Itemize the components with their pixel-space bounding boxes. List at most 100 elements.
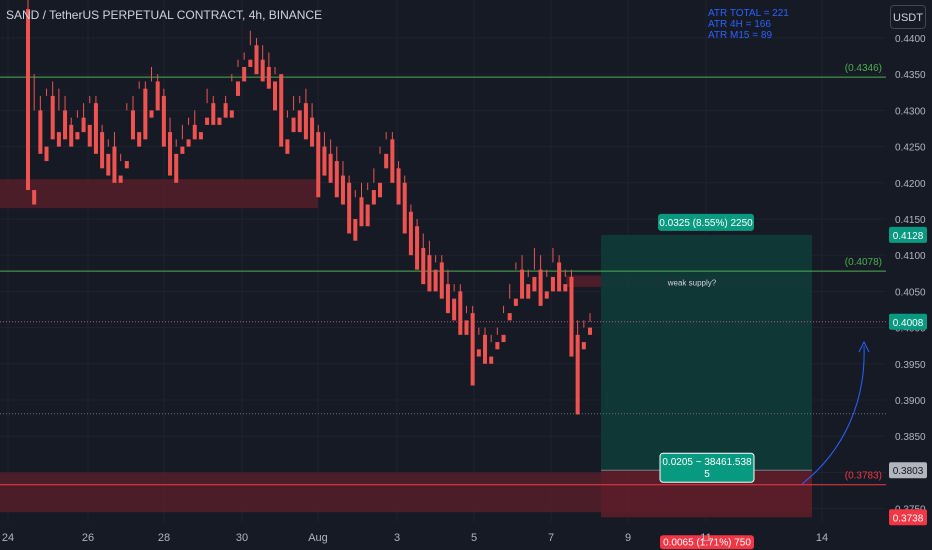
time-axis[interactable]: 24 26 28 30 Aug 3 5 7 9 11 14 <box>2 532 828 544</box>
candle-body <box>390 139 395 183</box>
x-tick-label: 30 <box>236 532 248 544</box>
candle-body <box>563 284 568 292</box>
candle-body <box>211 103 216 125</box>
candle <box>359 182 364 227</box>
stop-label-box <box>660 535 754 550</box>
candle-body <box>557 262 562 292</box>
candle <box>532 247 537 292</box>
candle-body <box>470 313 475 386</box>
candle-body <box>69 124 74 147</box>
candle-body <box>483 334 488 364</box>
candle <box>25 0 31 191</box>
candle <box>452 284 457 321</box>
candle <box>347 175 352 234</box>
candle-body <box>328 153 333 183</box>
candle-body <box>235 81 240 96</box>
y-tick-label: 0.3950 <box>895 360 926 371</box>
candle <box>538 255 543 306</box>
currency-button[interactable]: USDT <box>890 5 926 29</box>
y-tick-label: 0.4200 <box>895 179 926 190</box>
candle-body <box>106 153 111 176</box>
candle-body <box>402 182 407 234</box>
candle-body <box>242 66 247 82</box>
candle <box>328 139 333 183</box>
candle-body <box>310 117 315 147</box>
candle-body <box>56 132 61 147</box>
candle <box>198 132 203 140</box>
entry-label-line2: 5 <box>704 469 710 480</box>
candle <box>433 255 438 292</box>
candle <box>87 95 92 147</box>
entry-label-box <box>659 452 755 483</box>
candle-body <box>205 117 210 125</box>
price-tag <box>889 462 927 479</box>
candle <box>402 175 407 234</box>
supply-demand-zone <box>0 179 318 209</box>
candle-body <box>476 349 481 357</box>
candle-body <box>168 132 173 176</box>
candle-body <box>81 117 86 133</box>
candle-body <box>291 117 296 133</box>
candle <box>526 269 531 299</box>
candle <box>155 74 160 111</box>
candle <box>137 81 142 147</box>
x-tick-label: 28 <box>158 532 170 544</box>
forecast-arrow-head <box>858 340 870 353</box>
candle-body <box>340 175 345 205</box>
chart-title: SAND / TetherUS PERPETUAL CONTRACT, 4h, … <box>6 8 323 22</box>
candle <box>149 66 154 118</box>
price-axis[interactable]: 0.4400 0.4350 0.4300 0.4250 0.4200 0.4150 0.41… <box>889 34 927 526</box>
candle <box>470 305 475 386</box>
candle <box>310 103 315 147</box>
candle <box>544 269 549 299</box>
atr-info: ATR TOTAL = 221 ATR 4H = 166 ATR M15 = 8… <box>708 8 789 41</box>
candle <box>124 103 129 169</box>
candle-body <box>569 276 574 357</box>
candle-body <box>495 342 500 350</box>
candle <box>38 95 43 154</box>
candle-body <box>217 117 222 125</box>
candle-body <box>452 298 457 321</box>
candle <box>180 124 185 154</box>
candle-body <box>427 255 432 292</box>
x-tick-label: Aug <box>308 532 328 544</box>
candle-body <box>359 197 364 227</box>
candle-body <box>279 74 284 147</box>
y-tick-label: 0.3900 <box>895 396 926 407</box>
candle-body <box>347 182 352 234</box>
candle <box>81 103 86 133</box>
price-tag <box>889 509 927 526</box>
candle <box>316 124 321 198</box>
candle-body <box>421 247 426 285</box>
candle-body <box>186 139 191 147</box>
x-tick-label: 3 <box>394 532 400 544</box>
candle-body <box>260 59 265 82</box>
candle <box>63 95 68 140</box>
candle <box>396 161 401 205</box>
candle-body <box>334 161 339 198</box>
y-tick-label: 0.3850 <box>895 432 926 443</box>
candle <box>254 38 259 75</box>
candle <box>106 139 111 176</box>
candle-body <box>118 175 123 183</box>
candle <box>513 262 518 306</box>
candle <box>378 146 383 198</box>
candle <box>520 255 525 299</box>
candle <box>581 320 586 350</box>
candle <box>118 153 123 183</box>
x-tick-label: 26 <box>82 532 94 544</box>
candle <box>501 305 506 343</box>
candle <box>260 45 265 82</box>
candle-body <box>297 110 302 133</box>
level-label: (0.4078) <box>845 257 882 268</box>
candle <box>273 66 278 111</box>
candle-body <box>174 153 179 183</box>
candle-body <box>396 168 401 205</box>
candle-body <box>587 327 593 335</box>
candle <box>100 124 105 169</box>
candle <box>143 81 148 140</box>
y-tick-label: 0.4250 <box>895 143 926 154</box>
candle-body <box>371 190 376 205</box>
